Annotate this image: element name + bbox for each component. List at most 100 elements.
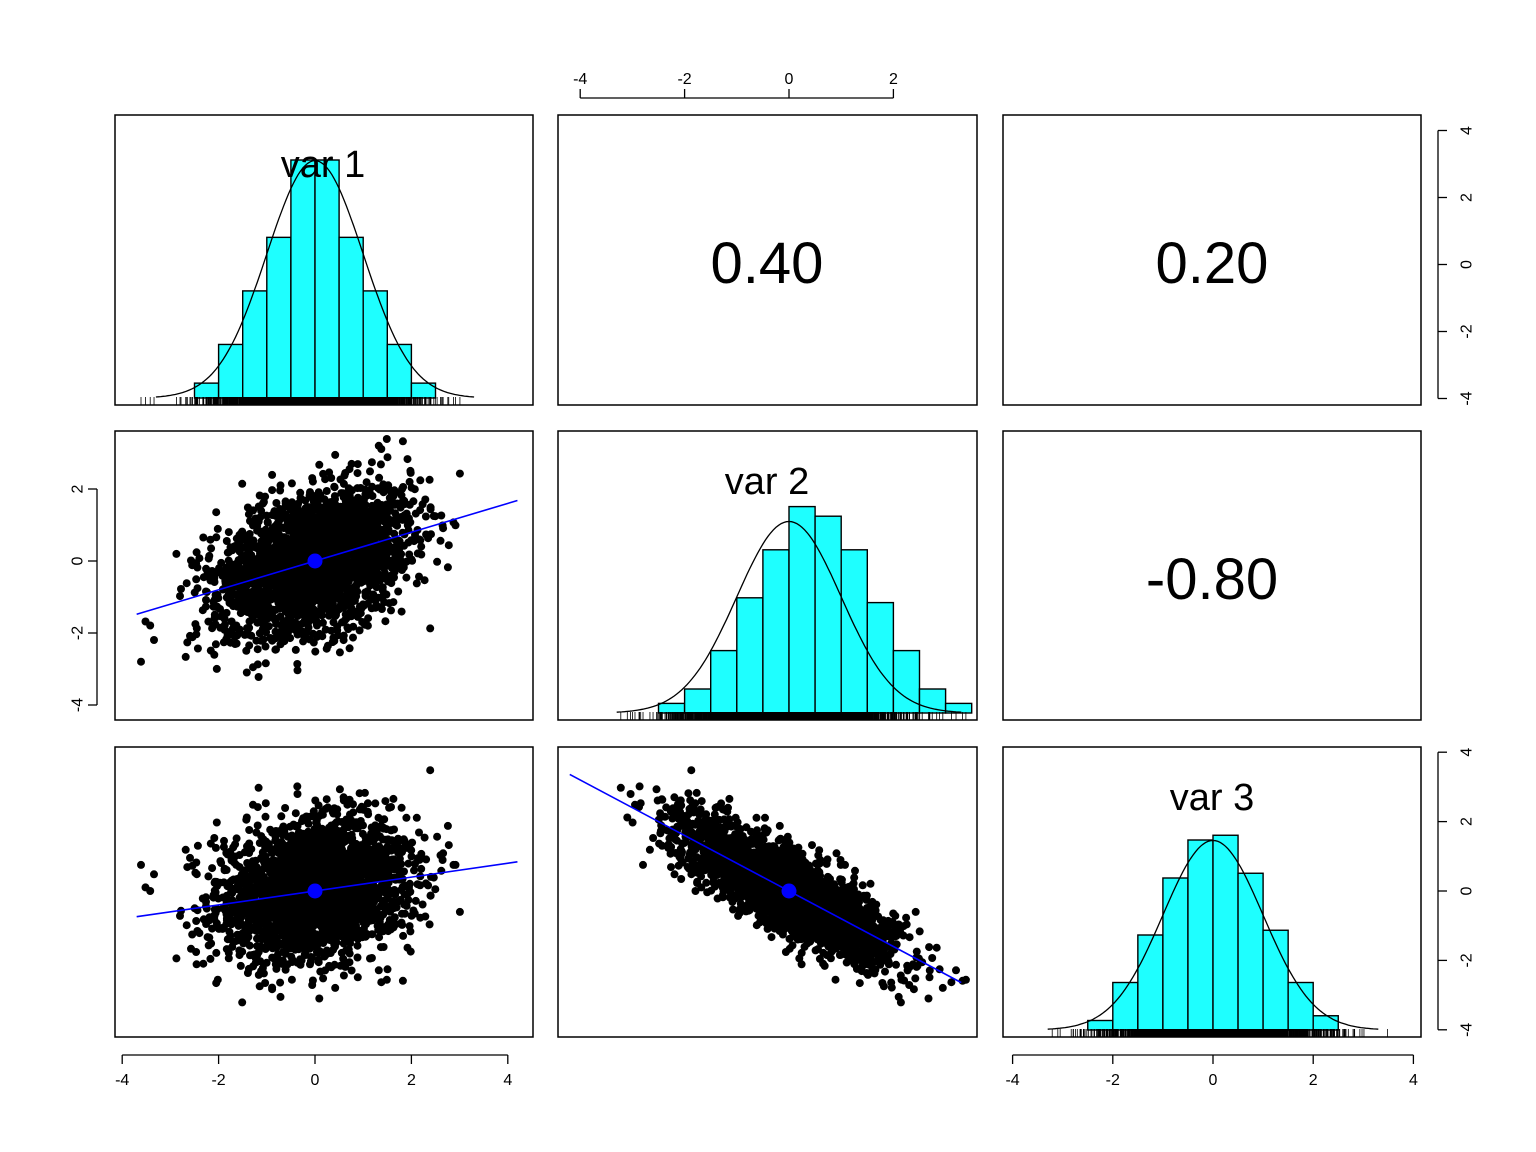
scatter-point — [382, 435, 391, 443]
scatter-point — [345, 644, 354, 653]
scatter-point — [276, 481, 285, 490]
scatter-point — [258, 555, 267, 563]
scatter-point — [318, 602, 327, 611]
scatter-point — [355, 626, 364, 635]
scatter-point — [319, 974, 328, 983]
scatter-point — [322, 596, 330, 605]
histogram-bar — [1312, 1015, 1339, 1031]
scatter-points-var1-var3 — [137, 766, 464, 1007]
scatter-point — [412, 579, 421, 588]
scatter-point — [254, 562, 263, 571]
scatter-point — [266, 825, 275, 834]
scatter-point — [364, 810, 373, 819]
scatter-point — [235, 951, 244, 960]
scatter-point — [436, 536, 445, 545]
scatter-point — [305, 581, 314, 590]
scatter-point — [246, 517, 254, 525]
scatter-point — [311, 647, 320, 656]
scatter-point — [272, 499, 281, 507]
scatter-point — [212, 568, 221, 577]
scatter-point — [274, 581, 283, 590]
scatter-point — [183, 638, 192, 647]
scatter-point — [249, 536, 258, 545]
scatter-point — [276, 515, 285, 524]
scatter-point — [176, 592, 184, 601]
scatter-point — [379, 502, 388, 511]
scatter-point — [424, 534, 433, 543]
scatter-point — [425, 475, 434, 484]
histogram-bar — [1212, 834, 1239, 1031]
scatter-point — [252, 636, 261, 645]
scatter-point — [211, 640, 220, 649]
rug-marks — [620, 712, 967, 720]
scatter-point — [429, 512, 438, 520]
scatter-point — [253, 821, 262, 830]
scatter-point — [193, 563, 202, 572]
scatter-point — [285, 576, 294, 585]
scatter-point — [344, 596, 352, 605]
scatter-point — [172, 549, 181, 558]
scatter-point — [281, 588, 290, 597]
scatter-point — [223, 850, 232, 859]
scatter-point — [358, 522, 367, 531]
scatter-point — [360, 788, 369, 797]
scatter-point — [343, 529, 352, 538]
scatter-point — [390, 517, 399, 526]
scatter-point — [426, 503, 435, 512]
scatter-point — [220, 866, 229, 875]
scatter-point — [276, 992, 285, 1001]
scatter-point — [455, 469, 464, 478]
scatter-point — [261, 528, 270, 537]
scatter-point — [238, 479, 247, 488]
scatter-point — [344, 588, 353, 597]
scatter-point — [411, 896, 420, 905]
histogram-bar — [710, 649, 738, 714]
scatter-point — [232, 565, 241, 573]
scatter-point — [207, 544, 216, 553]
scatter-point — [312, 491, 321, 500]
scatter-point — [323, 505, 332, 514]
scatter-point — [379, 927, 388, 936]
scatter-point — [150, 870, 158, 879]
histogram-bar — [657, 702, 686, 714]
scatter-point — [403, 943, 412, 952]
scatter-point — [449, 860, 458, 869]
histogram-bar — [314, 159, 340, 399]
scatter-point — [287, 602, 296, 611]
scatter-point — [224, 528, 233, 537]
scatter-point — [276, 978, 285, 987]
scatter-point — [360, 620, 369, 629]
scatter-point — [300, 545, 309, 554]
scatter-point — [353, 536, 362, 545]
histogram-bar — [1112, 981, 1139, 1031]
scatter-point — [387, 606, 395, 615]
scatter-point — [251, 608, 260, 617]
scatter-point — [213, 524, 222, 533]
histogram-bar — [241, 290, 268, 399]
scatter-point — [210, 610, 219, 619]
scatter-point — [374, 593, 383, 602]
scatter-point — [369, 565, 377, 573]
scatter-point — [371, 799, 380, 808]
scatter-point — [213, 905, 222, 914]
scatter-point — [379, 943, 388, 951]
scatter-point — [291, 645, 300, 654]
scatter-point — [220, 614, 229, 623]
scatter-point — [327, 591, 336, 600]
histogram-bar — [290, 159, 316, 399]
scatter-point — [336, 838, 344, 847]
scatter-point — [366, 581, 375, 590]
scatter-point — [403, 521, 412, 530]
scatter-point — [426, 766, 435, 775]
scatter-point — [188, 861, 197, 870]
scatter-point — [256, 957, 265, 966]
scatter-point — [272, 552, 281, 561]
scatter-point — [261, 799, 270, 808]
scatter-point — [266, 634, 275, 642]
scatter-point — [264, 614, 273, 623]
scatter-point — [412, 813, 421, 822]
scatter-point — [238, 998, 247, 1007]
scatter-point — [346, 608, 354, 617]
scatter-point — [235, 590, 244, 598]
scatter-point — [137, 657, 145, 666]
